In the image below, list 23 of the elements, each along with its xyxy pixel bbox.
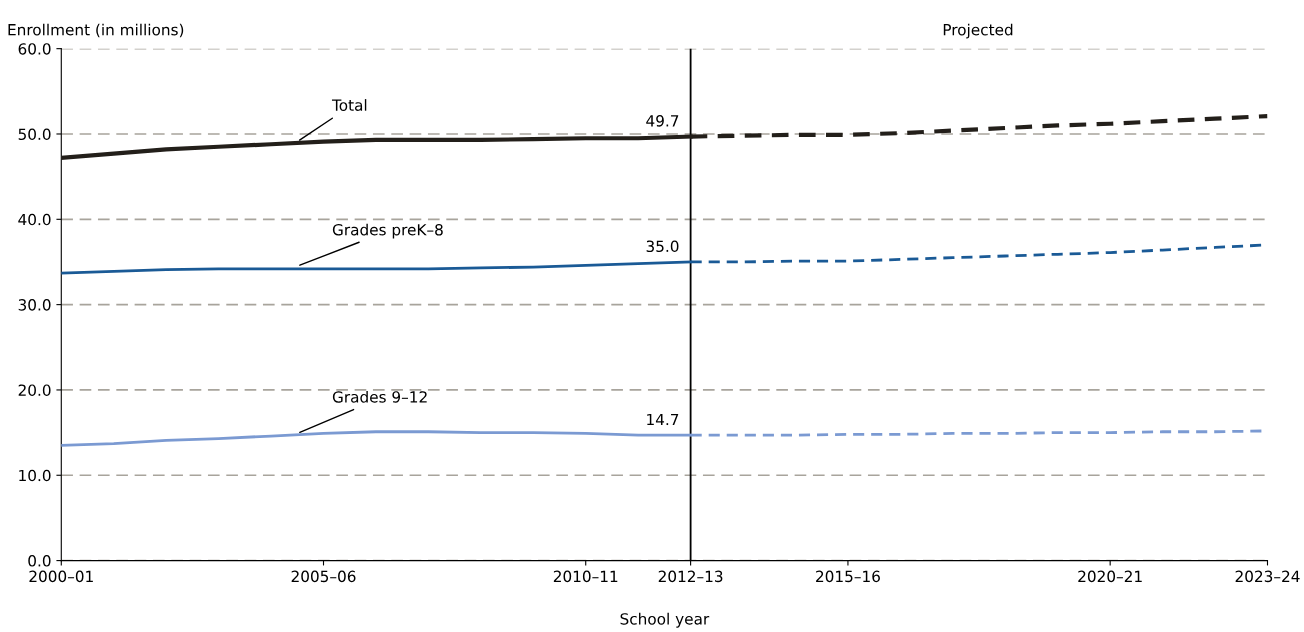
x-tick-label: 2010–11 <box>553 570 618 583</box>
x-tick-label: 2015–16 <box>816 570 880 583</box>
x-tick-label: 2020–21 <box>1078 570 1142 583</box>
x-tick-label: 2012–13 <box>658 570 723 583</box>
series-label: Grades preK–8 <box>332 223 443 239</box>
y-tick-label: 20.0 <box>18 384 51 396</box>
y-axis-title: Enrollment (in millions) <box>8 23 184 38</box>
series-label: Grades 9–12 <box>332 390 427 403</box>
text: Projected <box>943 23 1013 39</box>
annotation: 35.0 <box>646 240 679 253</box>
annotation: 14.7 <box>647 413 679 426</box>
x-tick-label: 2005–06 <box>291 570 356 583</box>
series-label: Total <box>331 99 367 111</box>
x-axis-title: School year <box>620 612 710 628</box>
y-tick-label: 30.0 <box>18 299 51 311</box>
y-tick-label: 40.0 <box>18 213 51 226</box>
y-tick-label: 0.0 <box>28 555 51 567</box>
x-tick-label: 2023–24 <box>1235 570 1300 583</box>
x-tick-label: 2000–01 <box>29 570 93 583</box>
y-tick-label: 10.0 <box>19 469 51 482</box>
y-tick-label: 50.0 <box>18 128 51 141</box>
annotation: 49.7 <box>646 115 679 127</box>
y-tick-label: 60.0 <box>18 43 51 55</box>
